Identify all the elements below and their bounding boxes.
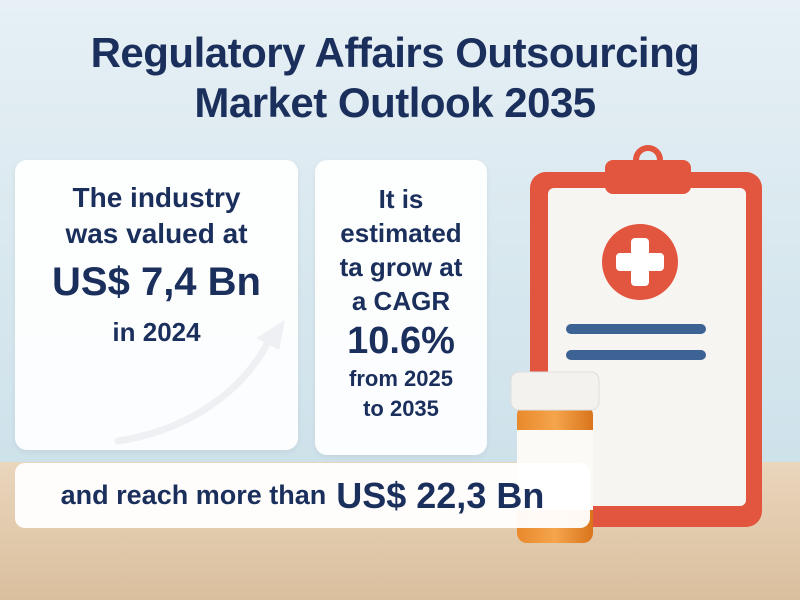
card-text: was valued at: [65, 218, 248, 249]
clipboard: [530, 145, 762, 527]
card-text: in 2024: [112, 317, 201, 347]
title-line: Regulatory Affairs Outsourcing: [90, 29, 700, 76]
title: Regulatory Affairs Outsourcing Market Out…: [0, 28, 790, 128]
title-line: Market Outlook 2035: [194, 79, 596, 126]
card-highlight: US$ 7,4 Bn: [52, 260, 261, 304]
card-text: estimated: [340, 218, 462, 248]
card-text: a CAGR: [351, 286, 451, 316]
forecast-lead: and reach more than: [60, 480, 327, 510]
card-text: to 2035: [363, 396, 439, 421]
card-text: ta grow at: [339, 252, 463, 282]
card-highlight: 10.6%: [347, 320, 455, 362]
cagr-card: It is estimated ta grow at a CAGR 10.6% from …: [315, 160, 487, 455]
card-text: from 2025: [349, 366, 453, 391]
card-text: The industry: [72, 182, 241, 213]
forecast-banner: and reach more than US$ 22,3 Bn: [15, 463, 590, 528]
value-card: The industry was valued at US$ 7,4 Bn in 20…: [15, 160, 298, 450]
forecast-value: US$ 22,3 Bn: [336, 474, 545, 516]
card-text: It is: [378, 184, 424, 214]
